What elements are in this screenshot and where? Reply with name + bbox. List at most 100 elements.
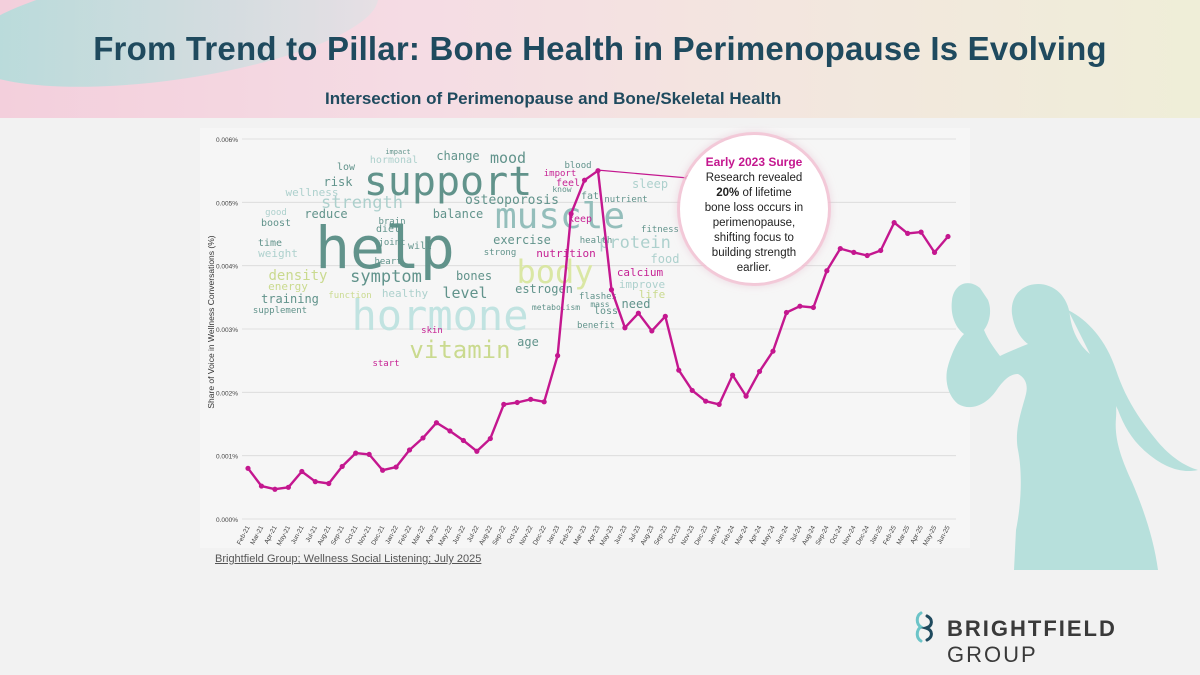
word-cloud-term: feel [556, 178, 580, 189]
word-cloud-term: food [651, 252, 680, 266]
word-cloud-term: exercise [493, 233, 551, 247]
chart-gridlines [242, 138, 956, 520]
x-tick-label: Mar-22 [411, 524, 427, 546]
word-cloud-term: help [315, 214, 455, 282]
page-title: From Trend to Pillar: Bone Health in Per… [93, 30, 1107, 67]
word-cloud-term: impact [385, 148, 410, 156]
data-point [541, 399, 547, 405]
data-point [595, 168, 601, 174]
callout-leader-line [596, 169, 689, 179]
source-citation[interactable]: Brightfield Group; Wellness Social Liste… [215, 553, 482, 565]
word-cloud-term: calcium [617, 266, 664, 279]
word-cloud-term: need [622, 297, 651, 311]
word-cloud-term: keep [568, 214, 592, 225]
data-point [676, 367, 682, 373]
word-cloud-term: strength [321, 193, 403, 213]
data-point [918, 229, 924, 235]
data-point [905, 230, 911, 236]
brand-name: BRIGHTFIELD GROUP [947, 616, 1117, 667]
word-cloud-term: loss [594, 306, 618, 317]
data-point [514, 399, 520, 406]
data-point [474, 448, 480, 454]
data-point [393, 464, 399, 470]
data-point [528, 396, 534, 402]
data-point [245, 465, 251, 471]
logo-mark-icon [915, 611, 933, 643]
data-point [703, 398, 709, 404]
data-point [864, 252, 870, 259]
data-point [353, 450, 359, 456]
data-point [339, 463, 345, 470]
x-tick-label: Sep-23 [653, 524, 669, 546]
series-line [245, 168, 951, 492]
word-cloud-term: blood [564, 161, 591, 171]
data-point [366, 451, 372, 457]
data-point [931, 249, 938, 255]
y-tick-label: 0.002% [216, 390, 238, 397]
x-tick-label: Sep-22 [492, 524, 508, 546]
data-point [380, 467, 386, 473]
word-cloud-term: change [436, 149, 479, 163]
word-cloud-term: skin [421, 326, 443, 336]
word-cloud-term: vitamin [409, 336, 510, 364]
word-cloud-term: life [639, 288, 666, 301]
callout-text: perimenopause, [712, 217, 796, 229]
y-tick-label: 0.006% [216, 137, 238, 144]
x-tick-label: Mar-25 [896, 524, 912, 546]
data-point [649, 328, 655, 334]
x-axis-ticks: Feb-21Mar-21Apr-21May-21Jun-21Jul-21Aug-… [236, 524, 952, 547]
word-cloud-term: strong [484, 248, 517, 258]
woman-flexing-silhouette [946, 283, 1198, 570]
x-tick-label: Jun-22 [452, 524, 468, 545]
data-point [299, 468, 305, 475]
word-cloud-term: supplement [253, 306, 307, 316]
x-tick-label: Mar-23 [572, 524, 588, 546]
word-cloud-term: age [517, 335, 539, 349]
x-tick-label: Mar-21 [249, 524, 265, 546]
data-point [891, 220, 897, 226]
word-cloud-term: benefit [577, 321, 615, 331]
word-cloud-term: nutrient [604, 195, 647, 205]
word-cloud-term: low [337, 162, 356, 173]
word-cloud-term: estrogen [515, 282, 573, 296]
callout-text: of lifetime [739, 187, 792, 199]
header-banner [0, 0, 1200, 118]
data-point [420, 435, 426, 441]
callout-text: earlier. [736, 262, 772, 274]
data-point [285, 484, 291, 490]
word-cloud-term: weight [258, 247, 298, 260]
data-point [406, 447, 413, 453]
word-cloud-term: balance [433, 207, 484, 221]
data-point [797, 303, 803, 309]
data-point [568, 211, 574, 217]
word-cloud-term: level [442, 284, 487, 302]
word-cloud-term: will [408, 241, 432, 252]
x-tick-label: Jun-24 [775, 524, 791, 545]
brand-logo: BRIGHTFIELD GROUP [913, 608, 1183, 667]
callout-text: bone loss occurs in [704, 202, 804, 214]
callout-text: Research revealed [705, 172, 803, 184]
word-cloud-term: start [372, 359, 399, 369]
word-cloud-term: support [364, 159, 533, 205]
data-point [851, 249, 857, 255]
data-point [716, 401, 722, 407]
word-cloud-term: osteoporosis [465, 193, 559, 208]
data-point [555, 353, 561, 359]
word-cloud-term: health [580, 236, 613, 246]
y-tick-label: 0.000% [216, 517, 238, 524]
data-point [743, 393, 749, 399]
word-cloud-term: density [268, 268, 327, 284]
word-cloud-term: training [261, 292, 319, 306]
word-cloud-term: time [258, 238, 282, 249]
data-point [622, 325, 628, 331]
word-cloud-term: energy [268, 280, 308, 293]
word-cloud-term: metabolism [532, 303, 580, 312]
x-tick-label: Jun-21 [290, 524, 306, 545]
y-tick-label: 0.005% [216, 200, 238, 207]
y-tick-label: 0.003% [216, 327, 238, 334]
word-cloud-term: flashes [579, 292, 617, 302]
data-point [487, 435, 493, 442]
data-point [662, 313, 668, 319]
word-cloud-term: nutrition [536, 247, 596, 260]
